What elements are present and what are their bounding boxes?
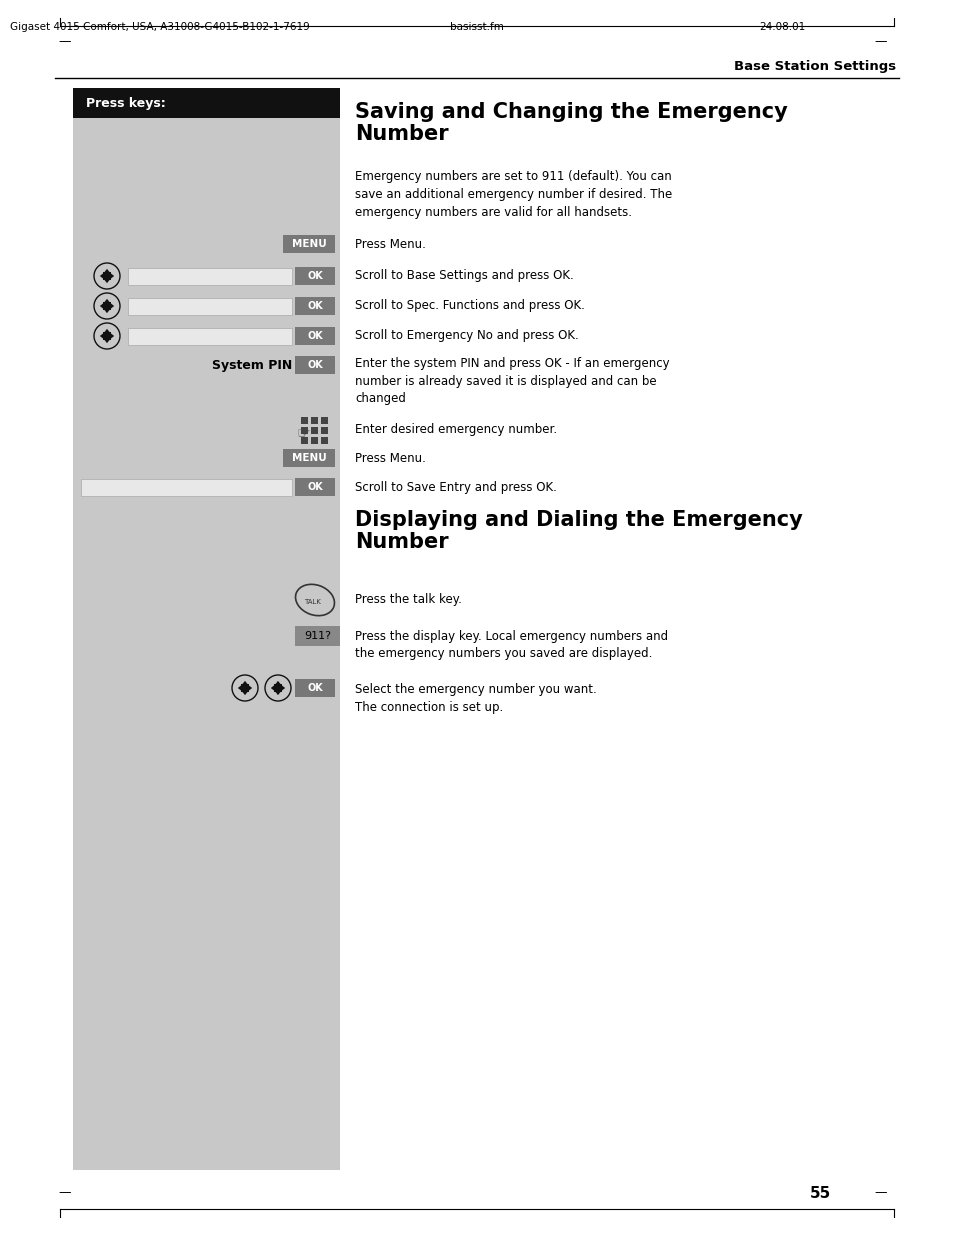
Polygon shape — [274, 690, 282, 695]
Bar — [73, 119, 339, 1170]
Text: —: — — [873, 36, 885, 48]
Polygon shape — [103, 338, 111, 343]
Bar — [241, 684, 249, 692]
Polygon shape — [241, 680, 249, 685]
Polygon shape — [237, 684, 243, 692]
Polygon shape — [109, 272, 114, 280]
Bar — [301, 426, 308, 433]
Text: OK: OK — [307, 482, 322, 492]
Text: Press the talk key.: Press the talk key. — [355, 594, 461, 606]
Text: Gigaset 4015 Comfort, USA, A31008-G4015-B102-1-7619: Gigaset 4015 Comfort, USA, A31008-G4015-… — [10, 22, 310, 32]
Polygon shape — [247, 684, 252, 692]
Bar — [294, 327, 335, 345]
Bar — [283, 235, 335, 253]
Text: Scroll to Spec. Functions and press OK.: Scroll to Spec. Functions and press OK. — [355, 300, 584, 312]
Bar — [294, 267, 335, 285]
Text: ☞: ☞ — [295, 426, 310, 441]
Bar — [294, 626, 339, 646]
Text: Press keys:: Press keys: — [86, 96, 166, 110]
Polygon shape — [100, 272, 105, 280]
Bar — [73, 88, 339, 119]
Bar — [128, 268, 292, 284]
Text: Scroll to Base Settings and press OK.: Scroll to Base Settings and press OK. — [355, 269, 573, 283]
Text: Press Menu.: Press Menu. — [355, 237, 425, 251]
Text: Scroll to Emergency No and press OK.: Scroll to Emergency No and press OK. — [355, 330, 578, 342]
Text: Select the emergency number you want.
The connection is set up.: Select the emergency number you want. Th… — [355, 683, 597, 714]
Bar — [312, 426, 318, 433]
Bar — [128, 298, 292, 315]
Text: OK: OK — [307, 331, 322, 341]
Bar — [321, 436, 328, 443]
Bar — [294, 356, 335, 374]
Bar — [301, 436, 308, 443]
Polygon shape — [103, 329, 111, 333]
Bar — [81, 478, 292, 495]
Text: TALK: TALK — [304, 599, 321, 605]
Text: OK: OK — [307, 301, 322, 311]
Bar — [294, 296, 335, 315]
Bar — [321, 416, 328, 424]
Polygon shape — [241, 690, 249, 695]
Polygon shape — [103, 299, 111, 304]
Polygon shape — [103, 278, 111, 283]
Bar — [312, 436, 318, 443]
Bar — [312, 416, 318, 424]
Text: Scroll to Save Entry and press OK.: Scroll to Save Entry and press OK. — [355, 480, 557, 494]
Bar — [103, 332, 111, 340]
Bar — [103, 272, 111, 280]
Polygon shape — [109, 332, 114, 340]
Bar — [274, 684, 282, 692]
Text: Emergency numbers are set to 911 (default). You can
save an additional emergency: Emergency numbers are set to 911 (defaul… — [355, 170, 672, 219]
Text: OK: OK — [307, 359, 322, 370]
Text: Saving and Changing the Emergency
Number: Saving and Changing the Emergency Number — [355, 103, 787, 144]
Text: MENU: MENU — [292, 240, 326, 249]
Polygon shape — [100, 332, 105, 340]
Polygon shape — [103, 269, 111, 274]
Text: basisst.fm: basisst.fm — [450, 22, 503, 32]
Text: Press Menu.: Press Menu. — [355, 452, 425, 464]
Text: Enter the system PIN and press OK - If an emergency
number is already saved it i: Enter the system PIN and press OK - If a… — [355, 357, 669, 405]
Bar — [283, 450, 335, 467]
Text: 24.08.01: 24.08.01 — [759, 22, 804, 32]
Text: Displaying and Dialing the Emergency
Number: Displaying and Dialing the Emergency Num… — [355, 510, 801, 552]
Text: Base Station Settings: Base Station Settings — [733, 61, 895, 73]
Text: 911?: 911? — [304, 631, 331, 641]
Polygon shape — [100, 303, 105, 310]
Bar — [294, 679, 335, 697]
Polygon shape — [271, 684, 275, 692]
Bar — [128, 327, 292, 345]
Polygon shape — [103, 309, 111, 314]
Bar — [103, 303, 111, 310]
Text: —: — — [58, 1187, 71, 1199]
Text: System PIN: System PIN — [212, 358, 292, 372]
Text: OK: OK — [307, 683, 322, 693]
Bar — [301, 416, 308, 424]
Text: Press the display key. Local emergency numbers and
the emergency numbers you sav: Press the display key. Local emergency n… — [355, 630, 667, 661]
Text: Enter desired emergency number.: Enter desired emergency number. — [355, 424, 557, 436]
Text: —: — — [58, 36, 71, 48]
Text: —: — — [873, 1187, 885, 1199]
Text: OK: OK — [307, 270, 322, 282]
Text: MENU: MENU — [292, 453, 326, 463]
Polygon shape — [280, 684, 285, 692]
Polygon shape — [109, 303, 114, 310]
Text: 55: 55 — [809, 1186, 830, 1200]
Bar — [294, 478, 335, 496]
Polygon shape — [274, 680, 282, 685]
Bar — [321, 426, 328, 433]
